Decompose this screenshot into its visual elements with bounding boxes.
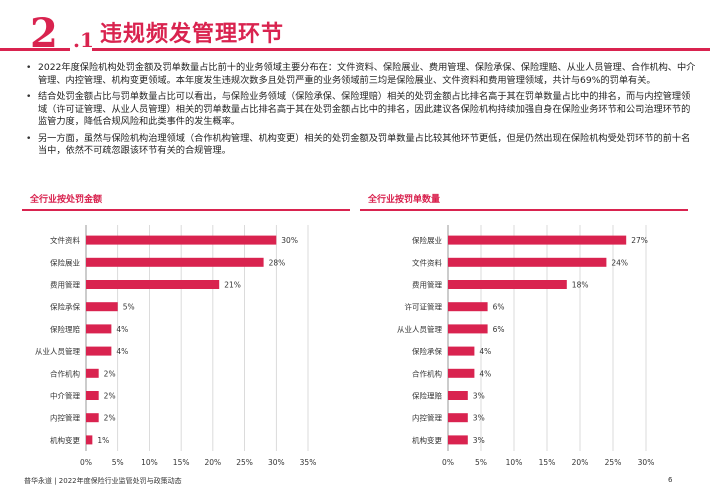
x-tick-label: 15%	[173, 458, 190, 467]
category-label: 文件资料	[50, 235, 80, 245]
chart-title: 全行业按罚单数量	[368, 195, 441, 205]
category-label: 保险承保	[412, 346, 442, 356]
category-label: 内控管理	[412, 413, 442, 423]
bar	[448, 324, 488, 334]
x-tick-label: 20%	[205, 458, 222, 467]
page-title: 违规频发管理环节	[100, 22, 285, 47]
x-tick-label: 0%	[80, 458, 92, 467]
category-label: 从业人员管理	[35, 346, 80, 356]
header-rule-left	[0, 48, 70, 51]
data-label: 30%	[281, 236, 298, 245]
data-label: 28%	[269, 258, 286, 267]
data-label: 2%	[104, 369, 116, 378]
chart-svg: 0% 5% 10% 15% 20% 25% 30% 35% 文件资料 30% 保险展业 28% 费用管理…	[35, 225, 317, 467]
chart-penalty-amount: 全行业按处罚金额 0% 5% 10% 15% 20% 25% 30% 35% 文件资料 30% 保险…	[22, 188, 350, 475]
section-subnumber: .1	[73, 28, 94, 52]
data-label: 27%	[631, 236, 648, 245]
data-label: 18%	[572, 281, 589, 290]
category-label: 合作机构	[50, 368, 80, 378]
data-label: 24%	[611, 258, 628, 267]
data-label: 6%	[493, 325, 505, 334]
x-tick-label: 30%	[638, 458, 655, 467]
bar	[86, 368, 99, 378]
bullet-item: 2022年度保险机构处罚金额及罚单数量占比前十的业务领域主要分布在：文件资料、保…	[24, 62, 696, 87]
bar	[448, 257, 607, 267]
bar	[448, 368, 475, 378]
category-label: 费用管理	[412, 280, 442, 290]
bar	[86, 391, 99, 400]
data-label: 4%	[116, 347, 128, 356]
chart-title-rule	[360, 209, 688, 211]
bar	[86, 280, 220, 289]
section-header: 2 .1 违规频发管理环节	[0, 0, 710, 55]
data-label: 3%	[473, 392, 485, 401]
bar	[86, 235, 277, 245]
bar	[448, 391, 468, 400]
data-label: 5%	[123, 303, 135, 312]
category-label: 合作机构	[412, 368, 442, 378]
x-tick-label: 15%	[539, 458, 556, 467]
x-tick-label: 10%	[506, 458, 523, 467]
category-label: 保险理赔	[50, 324, 80, 334]
bar	[448, 413, 468, 423]
x-tick-label: 5%	[475, 458, 487, 467]
data-label: 1%	[97, 436, 109, 445]
bar	[448, 435, 468, 445]
chart-svg: 0% 5% 10% 15% 20% 25% 30% 保险展业 27% 文件资料 24% 费用管理 18%…	[397, 225, 655, 467]
data-label: 2%	[104, 414, 116, 423]
x-tick-label: 10%	[141, 458, 158, 467]
x-tick-label: 0%	[442, 458, 454, 467]
bar	[86, 324, 112, 334]
category-label: 内控管理	[50, 413, 80, 423]
chart-ticket-count: 全行业按罚单数量 0% 5% 10% 15% 20% 25% 30% 保险展业 27% 文件资料 2…	[360, 188, 688, 475]
chart-title: 全行业按处罚金额	[30, 195, 103, 205]
x-tick-label: 25%	[236, 458, 253, 467]
category-label: 保险展业	[412, 235, 442, 245]
header-rule-right	[92, 48, 710, 51]
data-label: 2%	[104, 392, 116, 401]
category-label: 保险展业	[50, 257, 80, 267]
category-label: 中介管理	[50, 391, 80, 401]
page-number: 6	[668, 476, 673, 484]
bar	[86, 413, 99, 423]
data-label: 4%	[479, 347, 491, 356]
bar	[448, 280, 567, 289]
bar	[86, 257, 264, 267]
bullet-list: 2022年度保险机构处罚金额及罚单数量占比前十的业务领域主要分布在：文件资料、保…	[24, 62, 696, 162]
data-label: 21%	[224, 281, 241, 290]
category-label: 保险承保	[50, 302, 80, 312]
data-label: 6%	[493, 303, 505, 312]
bar	[86, 346, 112, 356]
bar	[86, 435, 93, 445]
data-label: 3%	[473, 414, 485, 423]
category-label: 文件资料	[412, 257, 442, 267]
x-tick-label: 25%	[605, 458, 622, 467]
footer-text: 普华永道 | 2022年度保险行业监管处罚与政策动态	[24, 477, 182, 485]
x-tick-label: 5%	[112, 458, 124, 467]
data-label: 4%	[116, 325, 128, 334]
category-label: 机构变更	[412, 435, 442, 445]
bar	[86, 302, 118, 312]
bar	[448, 235, 627, 245]
x-tick-label: 35%	[300, 458, 317, 467]
chart-title-rule	[22, 209, 350, 211]
data-label: 3%	[473, 436, 485, 445]
category-label: 费用管理	[50, 280, 80, 290]
bar	[448, 302, 488, 312]
category-label: 许可证管理	[405, 302, 443, 312]
x-tick-label: 30%	[268, 458, 285, 467]
data-label: 4%	[479, 369, 491, 378]
category-label: 机构变更	[50, 435, 80, 445]
section-number: 2	[30, 10, 58, 57]
bullet-item: 结合处罚金额占比与罚单数量占比可以看出，与保险业务领域（保险承保、保险理赔）相关…	[24, 91, 696, 129]
bullet-item: 另一方面，虽然与保险机构治理领域（合作机构管理、机构变更）相关的处罚金额及罚单数…	[24, 133, 696, 158]
category-label: 保险理赔	[412, 391, 442, 401]
bar	[448, 346, 475, 356]
x-tick-label: 20%	[572, 458, 589, 467]
category-label: 从业人员管理	[397, 324, 442, 334]
